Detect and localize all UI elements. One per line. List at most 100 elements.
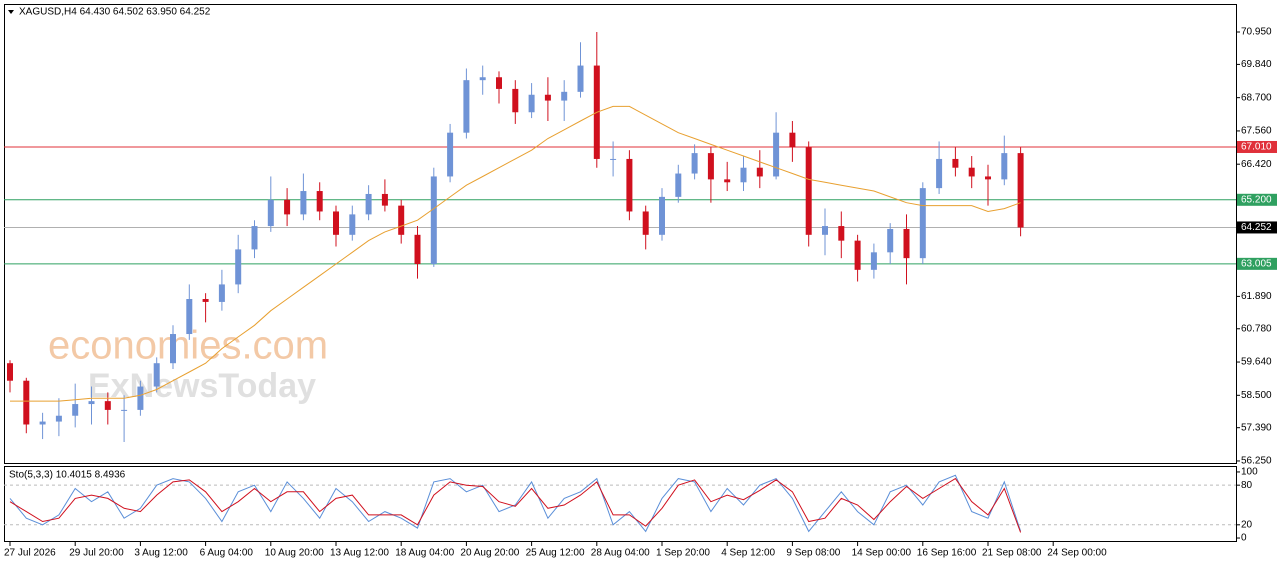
candle-body [186, 299, 193, 335]
watermark: ExNewsToday [88, 367, 316, 405]
candle-body [430, 176, 437, 264]
candle-body [642, 211, 649, 235]
candle-body [724, 179, 731, 183]
level-label-box [1237, 140, 1277, 153]
candle-body [365, 193, 372, 215]
level-label: 65.200 [1241, 194, 1272, 205]
candle-body [235, 249, 242, 285]
candle-body [561, 91, 568, 101]
candle-body [267, 199, 274, 227]
candle-body [349, 214, 356, 235]
x-tick-label: 10 Aug 20:00 [265, 548, 324, 559]
candle-body [284, 199, 291, 215]
candle-body [88, 401, 95, 405]
level-label-box [1237, 257, 1277, 270]
candle-body [756, 167, 763, 177]
candle-body [333, 211, 339, 235]
menu-arrow[interactable] [8, 10, 14, 14]
stoch-title: Sto(5,3,3) 10.4015 8.4936 [9, 470, 126, 481]
y-tick-label: 67.560 [1241, 126, 1272, 137]
x-tick-label: 4 Sep 12:00 [721, 548, 775, 559]
x-tick-label: 9 Sep 08:00 [786, 548, 840, 559]
x-tick-label: 13 Aug 12:00 [330, 548, 389, 559]
candle-body [153, 363, 160, 387]
level-label: 63.005 [1241, 258, 1272, 269]
candle-body [251, 226, 258, 250]
candle-body [170, 334, 176, 364]
candle-body [773, 132, 780, 177]
candle-body [854, 240, 861, 270]
candle-body [23, 380, 30, 425]
stoch-tick-label: 100 [1241, 467, 1258, 478]
y-tick-label: 59.640 [1241, 357, 1272, 368]
x-tick-label: 14 Sep 00:00 [852, 548, 912, 559]
stoch-main [9, 474, 1022, 533]
candle-body [675, 173, 682, 197]
candle-body [822, 226, 828, 235]
x-tick-label: 20 Aug 20:00 [460, 548, 519, 559]
chart-title: XAGUSD,H4 64.430 64.502 63.950 64.252 [19, 7, 211, 18]
candle-body [1017, 153, 1024, 228]
candle-body [805, 147, 812, 235]
x-tick-label: 3 Aug 12:00 [134, 548, 188, 559]
x-tick-label: 25 Aug 12:00 [526, 548, 585, 559]
candle-body [7, 363, 13, 381]
y-tick-label: 66.420 [1241, 159, 1272, 170]
stoch-tick-label: 20 [1241, 519, 1253, 530]
candle-body [838, 226, 845, 241]
y-tick-label: 69.840 [1241, 59, 1272, 70]
candle-body [414, 234, 421, 264]
candle-body [610, 158, 617, 160]
candle-body [919, 188, 926, 259]
candle-body [55, 415, 62, 422]
candle-body [104, 401, 111, 410]
level-label: 67.010 [1241, 142, 1272, 153]
candle-body [39, 421, 46, 425]
candle-body [137, 386, 144, 410]
candle-body [626, 158, 633, 212]
candle-body [707, 153, 714, 180]
moving-average [10, 105, 1021, 402]
x-tick-label: 29 Jul 20:00 [69, 548, 124, 559]
candle-body [398, 205, 405, 235]
candle-body [381, 193, 388, 206]
x-tick-label: 18 Aug 04:00 [395, 548, 454, 559]
level-label: 64.252 [1241, 222, 1272, 233]
candle-body [985, 176, 991, 180]
candle-body [202, 299, 209, 302]
y-tick-label: 70.950 [1241, 27, 1272, 38]
candle-body [659, 196, 665, 235]
candle-body [528, 94, 535, 113]
stoch-signal [9, 477, 1022, 533]
candle-body [903, 228, 910, 259]
x-tick-label: 21 Sep 08:00 [982, 548, 1042, 559]
candle-body [952, 158, 959, 168]
level-label-box [1237, 193, 1277, 206]
candle-body [968, 167, 975, 177]
candle-body [887, 228, 894, 253]
candle-body [789, 132, 796, 148]
candle-body [121, 409, 128, 411]
y-tick-label: 68.700 [1241, 92, 1272, 103]
candle-body [691, 153, 698, 174]
x-tick-label: 27 Jul 2026 [4, 548, 56, 559]
candle-body [72, 404, 79, 416]
candle-body [740, 167, 747, 183]
stoch-frame [4, 466, 1237, 542]
y-tick-label: 61.890 [1241, 291, 1272, 302]
candle-body [479, 77, 486, 81]
x-tick-label: 6 Aug 04:00 [200, 548, 254, 559]
candle-body [496, 77, 502, 89]
y-tick-label: 58.500 [1241, 390, 1272, 401]
candle-body [300, 191, 307, 215]
candle-body [936, 158, 943, 189]
x-tick-label: 24 Sep 00:00 [1047, 548, 1107, 559]
main-frame [4, 4, 1237, 464]
candle-body [544, 94, 551, 101]
candle-body [577, 65, 584, 92]
stoch-tick-label: 80 [1241, 480, 1253, 491]
candle-body [218, 284, 225, 302]
x-tick-label: 28 Aug 04:00 [591, 548, 650, 559]
